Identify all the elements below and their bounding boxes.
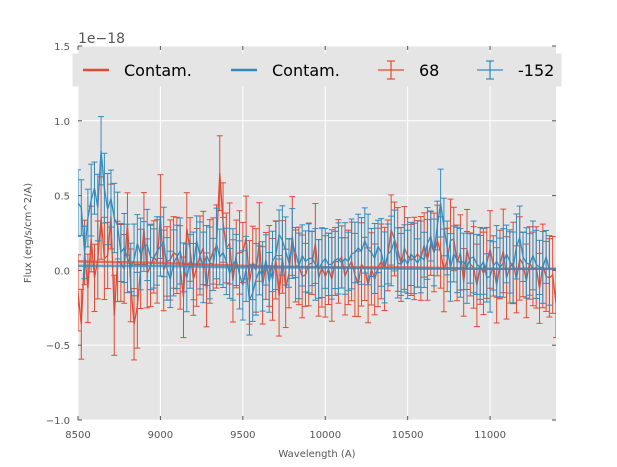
y-axis-label: Flux (erg/s/cm^2/A): [23, 183, 34, 283]
plot-area: [78, 46, 556, 420]
legend-swatch-68: [378, 60, 404, 80]
x-tick-label: 9500: [230, 430, 255, 441]
legend: Contam. Contam. 68 -152: [72, 53, 562, 87]
series-contam-3: [78, 264, 556, 271]
legend-label-contam-red: Contam.: [124, 61, 192, 80]
series-neg152: [78, 116, 553, 336]
x-axis-label: Wavelength (A): [278, 449, 355, 460]
y-tick-label: −1.0: [46, 416, 70, 427]
y-tick-label: 1.5: [54, 42, 70, 53]
contam-line: [78, 264, 556, 271]
x-tick-label: 9000: [148, 430, 173, 441]
y-tick-label: 0.5: [54, 192, 70, 203]
x-tick-label: 10000: [309, 430, 341, 441]
legend-label-68: 68: [419, 61, 439, 80]
y-tick-label: −0.5: [46, 341, 70, 352]
legend-swatch-152: [477, 60, 503, 80]
series-group: [78, 116, 556, 361]
data-line: [78, 173, 556, 325]
legend-label-contam-blue: Contam.: [272, 61, 340, 80]
y-tick-label: 1.0: [54, 117, 70, 128]
x-tick-label: 10500: [392, 430, 424, 441]
y-tick-label: 0.0: [54, 266, 70, 277]
tick-labels: 8500 9000 9500 10000 10500 11000 −1.0 −0.5 0.0 0.…: [46, 42, 506, 441]
axis-ticks: [77, 45, 556, 421]
x-tick-label: 11000: [474, 430, 506, 441]
y-offset-text: 1e−18: [78, 31, 125, 47]
legend-label-152: -152: [518, 61, 554, 80]
x-tick-label: 8500: [65, 430, 90, 441]
data-line: [78, 150, 551, 303]
